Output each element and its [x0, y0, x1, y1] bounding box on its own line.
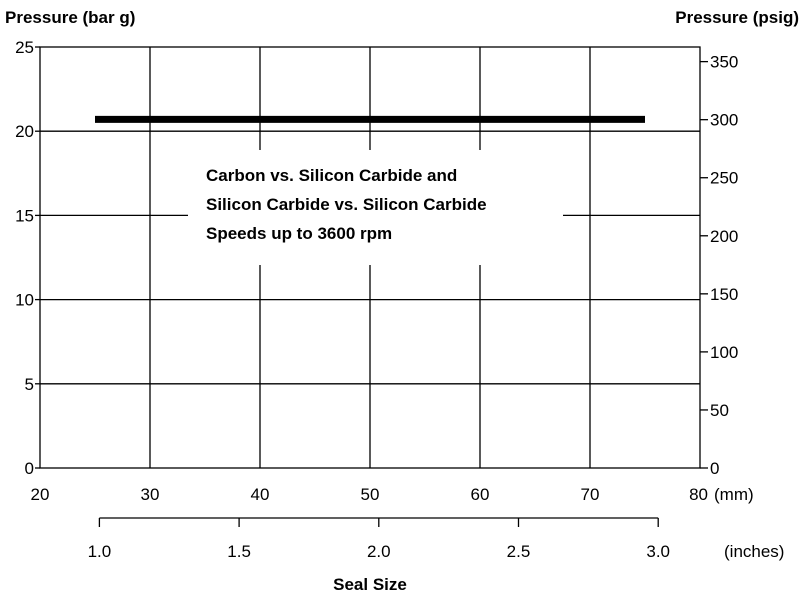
y-psig-tick-label: 350 [710, 53, 738, 72]
inch-tick-label: 3.0 [646, 542, 670, 561]
y-bar-tick-label: 25 [15, 38, 34, 57]
x-mm-tick-label: 50 [361, 485, 380, 504]
y-psig-tick-label: 100 [710, 343, 738, 362]
y-psig-tick-label: 250 [710, 169, 738, 188]
inch-tick-label: 1.5 [227, 542, 251, 561]
annotation-line-2: Silicon Carbide vs. Silicon Carbide [206, 195, 487, 214]
inch-tick-label: 2.5 [507, 542, 531, 561]
y-psig-tick-label: 150 [710, 285, 738, 304]
y-bar-tick-label: 10 [15, 291, 34, 310]
annotation-line-1: Carbon vs. Silicon Carbide and [206, 166, 457, 185]
x-mm-unit: (mm) [714, 485, 754, 504]
x-mm-tick-label: 60 [471, 485, 490, 504]
tick-layer: 20 30 40 50 60 70 8005101520250501001502002503… [15, 38, 738, 504]
x-mm-tick-label: 70 [581, 485, 600, 504]
inch-tick-label: 1.0 [88, 542, 112, 561]
y-bar-tick-label: 5 [25, 375, 34, 394]
left-axis-title: Pressure (bar g) [5, 8, 135, 27]
inch-axis: 1.0 1.5 2.0 2.5 3.0 [88, 517, 670, 561]
y-bar-tick-label: 20 [15, 122, 34, 141]
plot-frame [39, 46, 701, 469]
x-mm-tick-label: 40 [251, 485, 270, 504]
y-psig-tick-label: 300 [710, 111, 738, 130]
annotation-line-3: Speeds up to 3600 rpm [206, 224, 392, 243]
x-inch-unit: (inches) [724, 542, 784, 561]
right-axis-title: Pressure (psig) [675, 8, 799, 27]
x-axis-title: Seal Size [333, 575, 407, 594]
y-psig-tick-label: 200 [710, 227, 738, 246]
y-psig-tick-label: 50 [710, 401, 729, 420]
x-mm-tick-label: 30 [141, 485, 160, 504]
y-bar-tick-label: 15 [15, 206, 34, 225]
inch-tick-label: 2.0 [367, 542, 391, 561]
x-mm-tick-label: 20 [31, 485, 50, 504]
y-psig-tick-label: 0 [710, 459, 719, 478]
annotation-background [188, 150, 563, 265]
y-bar-tick-label: 0 [25, 459, 34, 478]
x-mm-tick-label: 80 [689, 485, 708, 504]
